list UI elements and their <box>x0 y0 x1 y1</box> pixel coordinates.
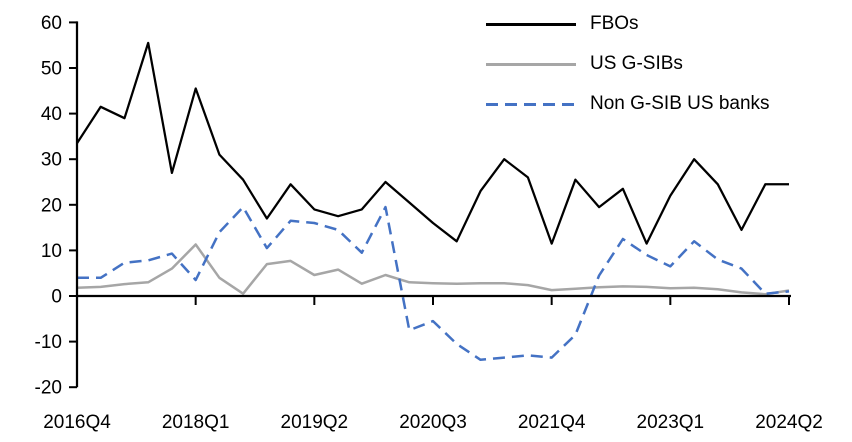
legend-label: FBOs <box>590 13 639 34</box>
series-line-non-g-sib-us-banks <box>77 205 790 362</box>
legend-swatch-solid-black <box>486 22 576 26</box>
y-tick-label: 40 <box>41 104 62 125</box>
y-tick-label: 0 <box>51 287 62 308</box>
x-tick-label: 2024Q2 <box>755 412 823 433</box>
legend-item-fbos: FBOs <box>486 4 770 44</box>
y-tick-label: 20 <box>41 195 62 216</box>
legend-item-us-g-sibs: US G-SIBs <box>486 44 770 84</box>
y-tick-label: 60 <box>41 13 62 34</box>
y-tick-label: -20 <box>35 378 62 399</box>
y-tick-label: -10 <box>35 332 62 353</box>
x-tick-label: 2018Q1 <box>162 412 230 433</box>
x-tick-label: 2019Q2 <box>281 412 349 433</box>
legend-swatch-dashed-blue <box>486 102 576 106</box>
x-tick-label: 2016Q4 <box>43 412 111 433</box>
x-tick-label: 2021Q4 <box>518 412 586 433</box>
legend-label: US G-SIBs <box>590 53 683 74</box>
y-tick-label: 10 <box>41 241 62 262</box>
series-line-us-g-sibs <box>76 243 790 296</box>
legend-label: Non G-SIB US banks <box>590 93 770 114</box>
legend: FBOs US G-SIBs Non G-SIB US banks <box>486 4 770 124</box>
x-tick-label: 2023Q1 <box>637 412 705 433</box>
series-line-fbos <box>76 41 789 245</box>
legend-swatch-solid-gray <box>486 62 576 66</box>
legend-item-non-g-sib-us-banks: Non G-SIB US banks <box>486 84 770 124</box>
x-tick-label: 2020Q3 <box>399 412 467 433</box>
y-tick-label: 50 <box>41 59 62 80</box>
y-tick-label: 30 <box>41 150 62 171</box>
